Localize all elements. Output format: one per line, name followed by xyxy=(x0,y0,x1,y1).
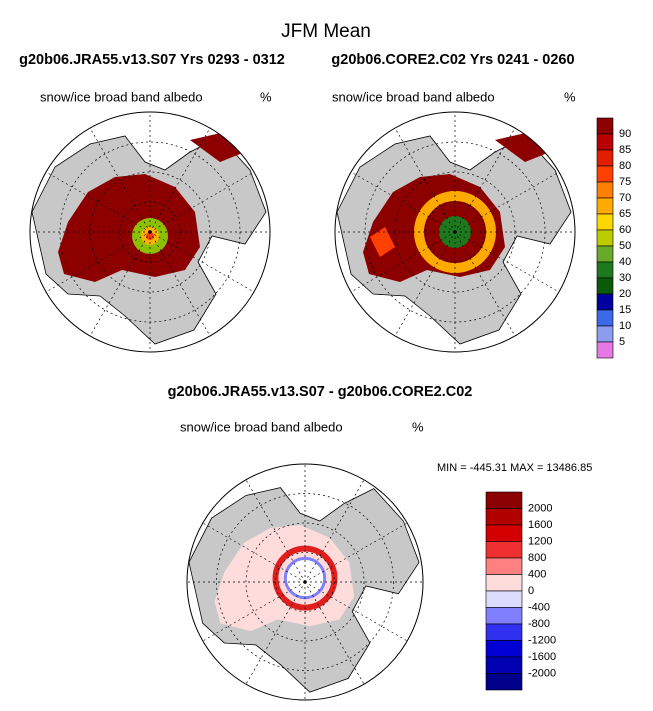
colorbar-box xyxy=(485,541,523,559)
field-label: snow/ice broad band albedo xyxy=(180,419,343,434)
colorbar-label: -800 xyxy=(528,618,550,630)
colorbar-label: 60 xyxy=(619,224,631,236)
sea-ice xyxy=(58,174,200,282)
colorbar-label: 85 xyxy=(619,144,631,156)
colorbar-label: 0 xyxy=(528,585,534,597)
meridian xyxy=(350,231,456,293)
colorbar-box xyxy=(485,673,523,691)
colorbar-box xyxy=(485,590,523,608)
colorbar-box xyxy=(596,277,614,295)
colorbar-box xyxy=(596,245,614,263)
meridian xyxy=(394,231,456,337)
colorbar-box xyxy=(485,524,523,542)
meridian xyxy=(350,171,456,233)
meridian xyxy=(149,231,255,293)
colorbar-label: -1600 xyxy=(528,651,556,663)
colorbar-label: 800 xyxy=(528,552,546,564)
ice-patch xyxy=(370,227,395,257)
meridian xyxy=(45,231,151,293)
meridian xyxy=(89,231,151,337)
field-label: snow/ice broad band albedo xyxy=(40,89,203,104)
map-border xyxy=(186,463,424,701)
colorbar-label: 70 xyxy=(619,192,631,204)
colorbar-box xyxy=(485,491,523,509)
colorbar-label: 1600 xyxy=(528,519,552,531)
colorbar-label: 1200 xyxy=(528,535,552,547)
colorbar-box xyxy=(485,623,523,641)
map xyxy=(187,464,423,700)
colorbar-box xyxy=(596,229,614,247)
colorbar-label: 30 xyxy=(619,272,631,284)
colorbar-label: 40 xyxy=(619,256,631,268)
colorbar-box xyxy=(485,656,523,674)
colorbar-label: 65 xyxy=(619,208,631,220)
meridian xyxy=(89,127,151,233)
panel-title: g20b06.CORE2.C02 Yrs 0241 - 0260 xyxy=(331,52,574,68)
minmax-label: MIN = -445.31 MAX = 13486.85 xyxy=(437,462,592,474)
meridian xyxy=(149,231,211,337)
meridian xyxy=(149,171,255,233)
meridian xyxy=(454,231,516,337)
colorbar-box xyxy=(596,197,614,215)
colorbar-label: -2000 xyxy=(528,667,556,679)
colorbar-box xyxy=(596,181,614,199)
meridian xyxy=(45,171,151,233)
colorbar-label: 75 xyxy=(619,176,631,188)
colorbar-label: -1200 xyxy=(528,634,556,646)
pole-dot xyxy=(146,232,154,240)
meridian xyxy=(454,231,560,293)
panel-title: g20b06.JRA55.v13.S07 - g20b06.CORE2.C02 xyxy=(168,384,473,400)
colorbar-box xyxy=(596,149,614,167)
colorbar-box xyxy=(596,293,614,311)
units-label: % xyxy=(260,89,272,104)
figure-title: JFM Mean xyxy=(281,21,371,42)
colorbar-box xyxy=(596,341,614,359)
meridian xyxy=(454,171,560,233)
panel-title: g20b06.JRA55.v13.S07 Yrs 0293 - 0312 xyxy=(19,52,285,68)
colorbar-label: 10 xyxy=(619,320,631,332)
colorbar-box xyxy=(596,309,614,327)
colorbar-label: 90 xyxy=(619,128,631,140)
colorbar-box xyxy=(485,607,523,625)
colorbar-box xyxy=(596,213,614,231)
latitude-line xyxy=(216,493,394,671)
colorbar-box xyxy=(596,261,614,279)
meridian xyxy=(454,127,516,233)
units-label: % xyxy=(412,419,424,434)
colorbar-label: 2000 xyxy=(528,502,552,514)
colorbar-label: 50 xyxy=(619,240,631,252)
colorbar-box xyxy=(485,640,523,658)
colorbar-label: 20 xyxy=(619,288,631,300)
map-border xyxy=(29,111,271,353)
map-border xyxy=(334,111,576,353)
colorbar-box xyxy=(485,557,523,575)
units-label: % xyxy=(564,89,576,104)
anomaly-inner xyxy=(283,556,327,600)
colorbar-label: 5 xyxy=(619,336,625,348)
colorbar-box xyxy=(596,325,614,343)
field-label: snow/ice broad band albedo xyxy=(332,89,495,104)
colorbar-box xyxy=(596,133,614,151)
colorbar-box xyxy=(485,574,523,592)
colorbar-label: 400 xyxy=(528,568,546,580)
meridian xyxy=(394,127,456,233)
latitude-line xyxy=(275,552,335,612)
colorbar-box xyxy=(596,117,614,135)
colorbar-label: 15 xyxy=(619,304,631,316)
colorbar-box xyxy=(485,508,523,526)
meridian xyxy=(149,127,211,233)
colorbar-box xyxy=(596,165,614,183)
latitude-line xyxy=(245,522,365,642)
map xyxy=(335,112,575,352)
map xyxy=(30,112,270,352)
colorbar-label: -400 xyxy=(528,601,550,613)
colorbar-label: 80 xyxy=(619,160,631,172)
